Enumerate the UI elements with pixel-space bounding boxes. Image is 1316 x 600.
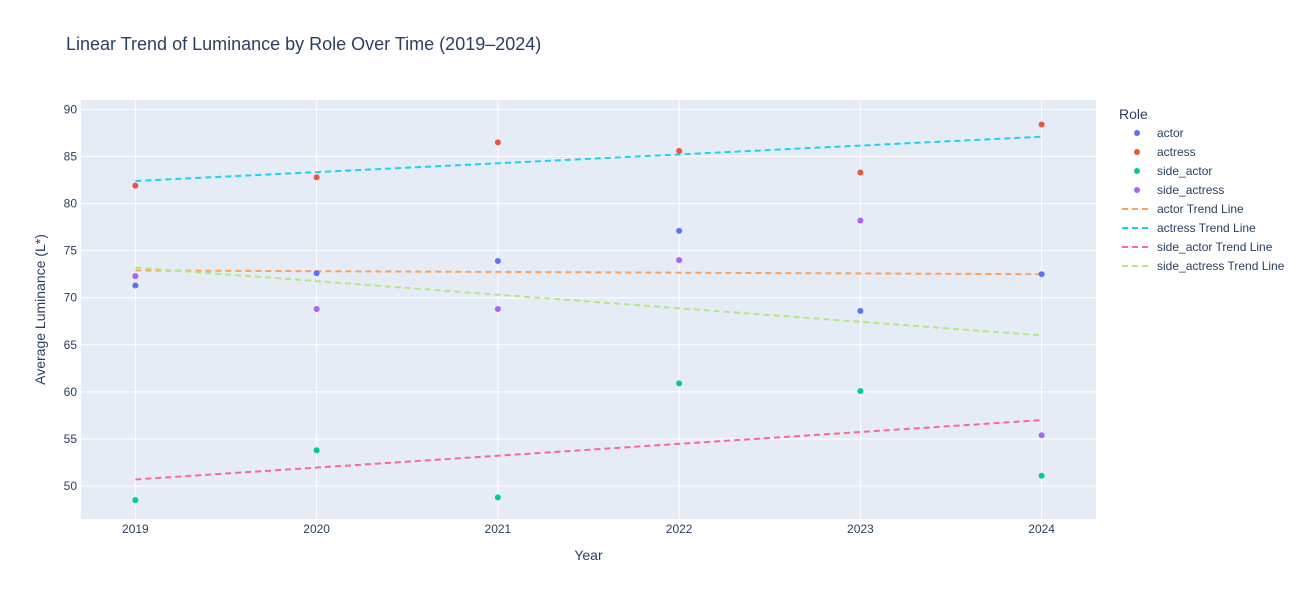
legend[interactable]: Role actor actress side_actor side_actressa… bbox=[1119, 106, 1285, 273]
legend-title: Role bbox=[1119, 106, 1148, 122]
traces bbox=[132, 121, 1045, 504]
chart-title: Linear Trend of Luminance by Role Over T… bbox=[66, 34, 541, 54]
x-tick-label: 2019 bbox=[122, 522, 149, 536]
x-tick-label: 2020 bbox=[303, 522, 330, 536]
actor-point[interactable] bbox=[494, 258, 501, 265]
grid-lines bbox=[81, 100, 1096, 519]
trend-lines bbox=[135, 135, 1042, 481]
markers bbox=[132, 121, 1045, 504]
x-tick-label: 2021 bbox=[485, 522, 512, 536]
legend-item-actress[interactable]: actress bbox=[1134, 145, 1196, 159]
y-tick-label: 55 bbox=[64, 432, 78, 446]
actor-point[interactable] bbox=[857, 307, 864, 314]
actress-point[interactable] bbox=[132, 182, 139, 189]
y-tick-label: 85 bbox=[64, 149, 78, 163]
side-actress-point[interactable] bbox=[857, 217, 864, 224]
actress-trend-line[interactable] bbox=[135, 135, 1042, 182]
side-actress-point[interactable] bbox=[132, 273, 139, 280]
y-tick-label: 60 bbox=[64, 385, 78, 399]
legend-label: side_actor Trend Line bbox=[1157, 240, 1273, 254]
side-actor-point[interactable] bbox=[676, 380, 683, 387]
side-actor-point[interactable] bbox=[494, 494, 501, 501]
y-tick-label: 65 bbox=[64, 338, 78, 352]
side-actress-point[interactable] bbox=[494, 306, 501, 313]
legend-label: actress Trend Line bbox=[1157, 221, 1256, 235]
actor-point[interactable] bbox=[132, 282, 139, 289]
x-tick-label: 2024 bbox=[1028, 522, 1055, 536]
actor-point[interactable] bbox=[676, 227, 683, 234]
x-axis-ticks: 2019 2020 2021 2022 2023 2024 bbox=[122, 522, 1055, 536]
actress-point[interactable] bbox=[857, 169, 864, 176]
actor-trend-line[interactable] bbox=[135, 269, 1042, 276]
x-tick-label: 2022 bbox=[666, 522, 693, 536]
actor-point[interactable] bbox=[1038, 271, 1045, 278]
legend-item-side-actor-trend-line[interactable]: side_actor Trend Line bbox=[1122, 240, 1273, 254]
y-tick-label: 50 bbox=[64, 479, 78, 493]
y-axis-label: Average Luminance (L*) bbox=[32, 234, 48, 385]
actress-point[interactable] bbox=[313, 174, 320, 181]
side-actor-point[interactable] bbox=[313, 447, 320, 454]
x-axis-label: Year bbox=[574, 547, 603, 563]
actress-point[interactable] bbox=[1038, 121, 1045, 128]
legend-item-side-actor[interactable]: side_actor bbox=[1134, 164, 1212, 178]
y-tick-label: 80 bbox=[64, 197, 78, 211]
legend-marker-icon bbox=[1134, 149, 1140, 155]
side-actress-point[interactable] bbox=[676, 257, 683, 264]
y-tick-label: 90 bbox=[64, 102, 78, 116]
side-actress-trend-line[interactable] bbox=[135, 266, 1042, 337]
actress-point[interactable] bbox=[494, 139, 501, 146]
side-actor-point[interactable] bbox=[1038, 472, 1045, 479]
plot-area bbox=[81, 100, 1096, 519]
y-tick-label: 70 bbox=[64, 291, 78, 305]
legend-item-actor-trend-line[interactable]: actor Trend Line bbox=[1122, 202, 1244, 216]
actress-point[interactable] bbox=[676, 147, 683, 154]
legend-label: side_actor bbox=[1157, 164, 1212, 178]
actor-point[interactable] bbox=[313, 270, 320, 277]
legend-label: actor bbox=[1157, 126, 1184, 140]
legend-item-side-actress[interactable]: side_actress bbox=[1134, 183, 1224, 197]
side-actor-point[interactable] bbox=[132, 497, 139, 504]
side-actress-point[interactable] bbox=[1038, 432, 1045, 439]
legend-marker-icon bbox=[1134, 168, 1140, 174]
legend-item-actress-trend-line[interactable]: actress Trend Line bbox=[1122, 221, 1256, 235]
side-actress-point[interactable] bbox=[313, 306, 320, 313]
legend-marker-icon bbox=[1134, 187, 1140, 193]
y-tick-label: 75 bbox=[64, 244, 78, 258]
legend-label: side_actress Trend Line bbox=[1157, 259, 1285, 273]
side-actor-trend-line[interactable] bbox=[135, 419, 1042, 481]
x-tick-label: 2023 bbox=[847, 522, 874, 536]
side-actor-point[interactable] bbox=[857, 387, 864, 394]
legend-item-side-actress-trend-line[interactable]: side_actress Trend Line bbox=[1122, 259, 1285, 273]
legend-marker-icon bbox=[1134, 130, 1140, 136]
legend-label: side_actress bbox=[1157, 183, 1224, 197]
y-axis-ticks: 50 55 60 65 70 75 80 85 90 bbox=[64, 102, 78, 493]
legend-item-actor[interactable]: actor bbox=[1134, 126, 1184, 140]
legend-label: actor Trend Line bbox=[1157, 202, 1244, 216]
legend-label: actress bbox=[1157, 145, 1196, 159]
